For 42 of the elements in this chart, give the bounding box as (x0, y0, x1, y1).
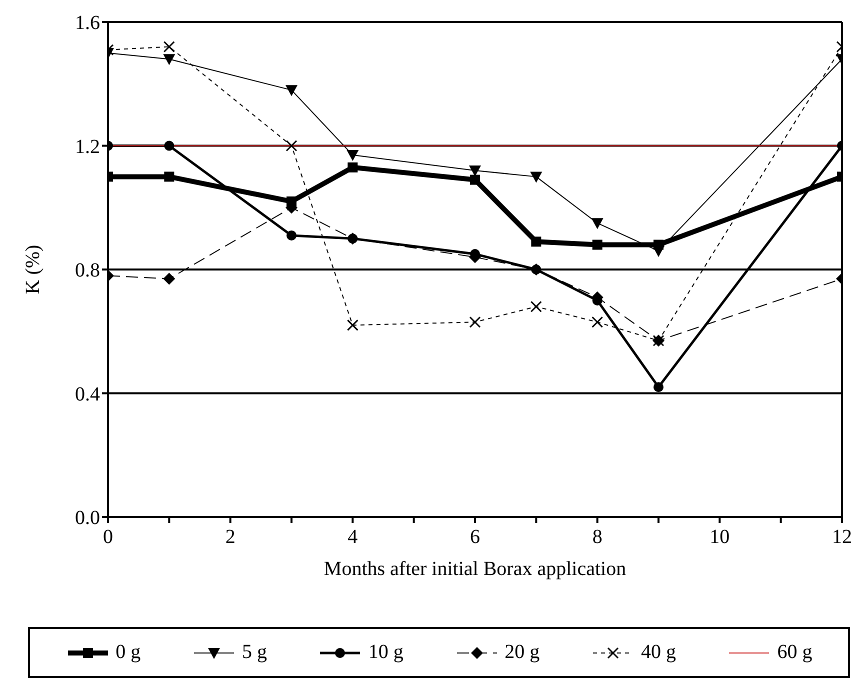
point (654, 382, 664, 392)
y-tick-label: 1.2 (75, 136, 100, 158)
point (530, 172, 542, 183)
point (164, 172, 174, 182)
y-tick-label: 1.6 (75, 12, 100, 34)
x-tick-label: 12 (832, 526, 852, 548)
x-tick-label: 10 (710, 526, 730, 548)
point (469, 166, 481, 176)
y-tick-label: 0.8 (75, 260, 100, 282)
point (591, 218, 604, 230)
point (348, 162, 358, 172)
y-tick-label: 0.4 (75, 383, 100, 406)
x-tick-label: 4 (348, 526, 358, 548)
legend-label: 20 g (504, 641, 540, 664)
x-tick-label: 2 (225, 526, 236, 548)
point (286, 230, 296, 240)
point (163, 272, 176, 285)
point (163, 54, 176, 66)
point (469, 316, 481, 328)
y-tick-label: 0.0 (75, 507, 100, 530)
point (592, 316, 604, 328)
point (286, 85, 298, 96)
point (346, 319, 358, 331)
legend-label: 0 g (114, 641, 141, 664)
x-tick-label: 0 (103, 526, 113, 548)
x-axis-title: Months after initial Borax application (324, 558, 626, 580)
legend-label: 60 g (776, 641, 812, 664)
point (286, 140, 298, 152)
legend-label: 40 g (640, 641, 676, 664)
point (346, 150, 359, 162)
x-tick-label: 6 (470, 526, 480, 548)
point (531, 236, 542, 247)
legend-label: 5 g (240, 641, 267, 664)
point (530, 300, 542, 312)
point (163, 41, 175, 52)
point (164, 140, 174, 151)
x-tick-label: 8 (592, 526, 602, 548)
point (652, 246, 664, 257)
point (592, 240, 602, 250)
legend-label: 10 g (367, 641, 404, 664)
y-axis-title: K (%) (22, 244, 44, 294)
point (470, 174, 480, 185)
